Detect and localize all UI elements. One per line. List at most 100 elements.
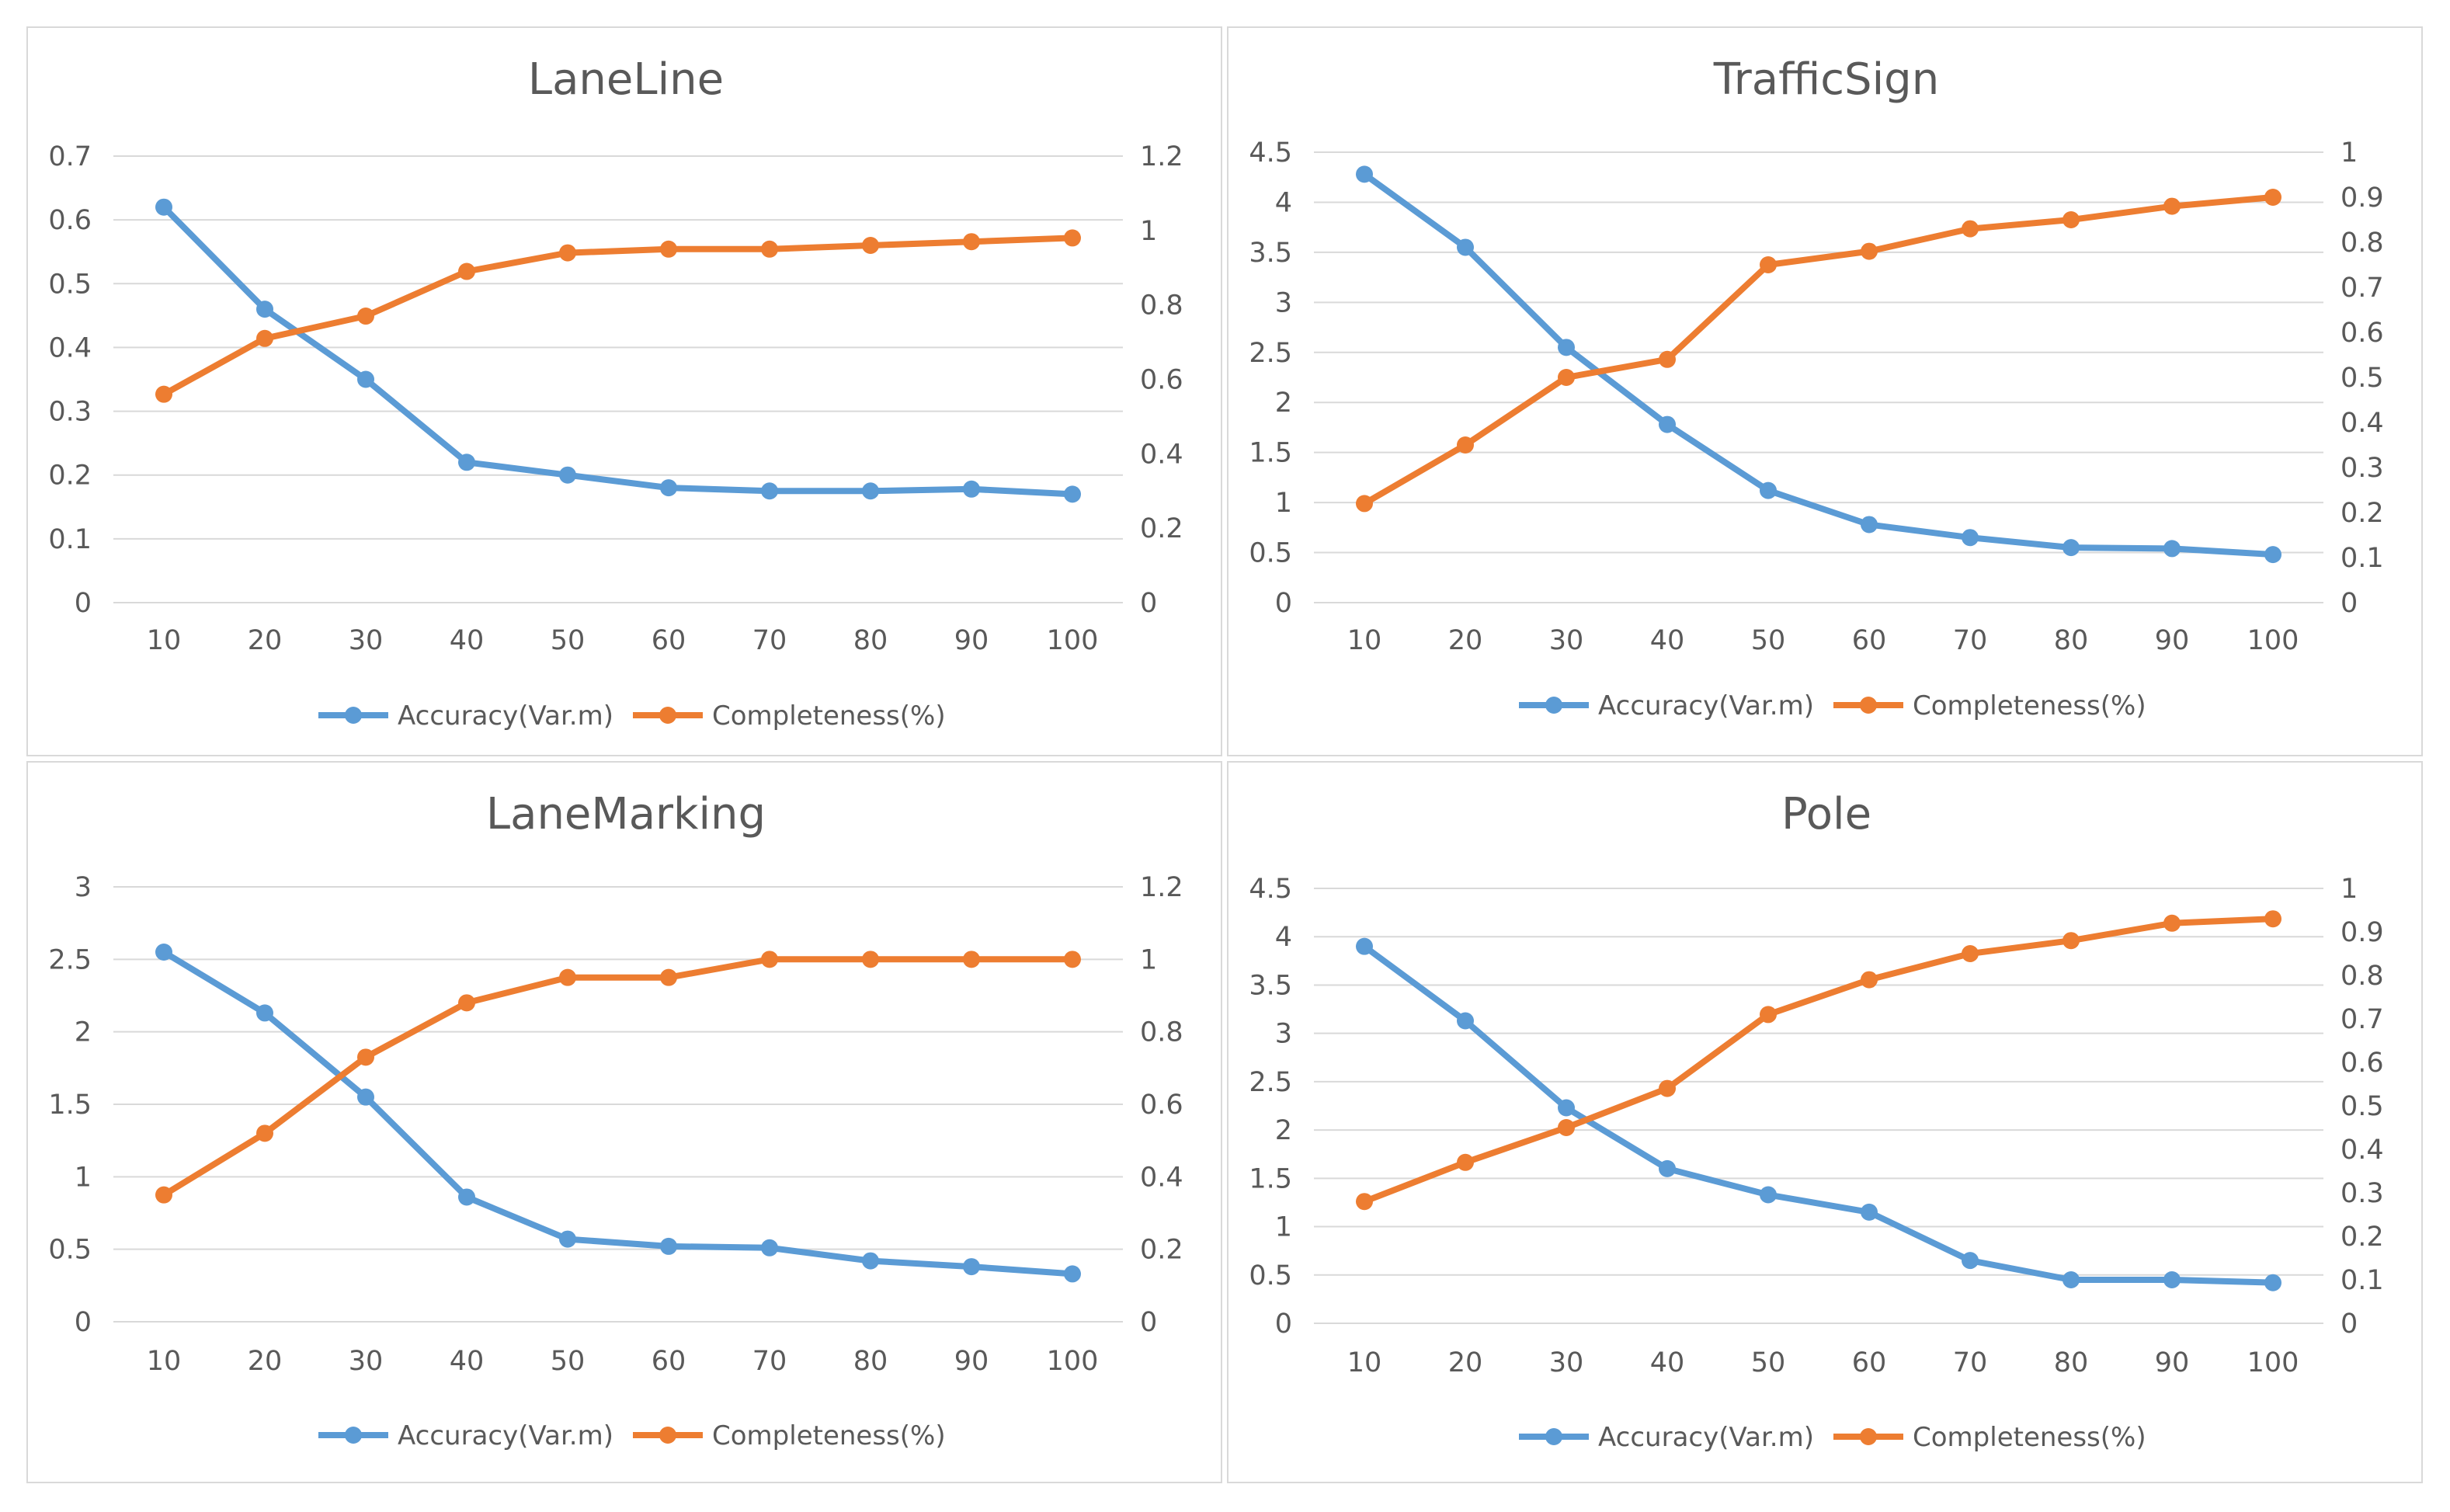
- data-point-completeness: [1962, 945, 1979, 962]
- y-right-tick-label: 0.7: [2341, 273, 2384, 304]
- data-point-completeness: [1659, 350, 1676, 368]
- y-left-tick-label: 1: [1275, 1212, 1292, 1243]
- x-tick-label: 90: [954, 625, 989, 656]
- legend-label: Completeness(%): [712, 1420, 946, 1451]
- y-right-tick-label: 0.2: [1140, 513, 1183, 544]
- x-tick-label: 50: [551, 1346, 586, 1377]
- data-point-completeness: [458, 262, 475, 280]
- x-tick-label: 90: [2155, 625, 2190, 656]
- x-tick-label: 10: [147, 1346, 182, 1377]
- y-right-tick-label: 0.8: [1140, 290, 1183, 322]
- y-right-tick-label: 0.6: [2341, 318, 2384, 349]
- series-line-completeness: [161, 956, 1076, 1198]
- y-left-tick-label: 0.6: [48, 205, 92, 236]
- x-tick-label: 90: [954, 1346, 989, 1377]
- data-point-accuracy-var-m: [1356, 937, 1373, 955]
- data-point-accuracy-var-m: [660, 1237, 677, 1255]
- data-point-completeness: [1760, 256, 1777, 273]
- series-line-completeness: [1361, 916, 2276, 1205]
- x-tick-label: 80: [2054, 1347, 2089, 1378]
- x-tick-label: 30: [1549, 625, 1584, 656]
- legend-label: Accuracy(Var.m): [1598, 690, 1814, 721]
- data-point-accuracy-var-m: [2063, 1271, 2080, 1288]
- x-tick-label: 60: [652, 625, 686, 656]
- data-point-completeness: [357, 308, 374, 325]
- data-point-completeness: [1558, 1119, 1575, 1136]
- data-point-completeness: [1962, 220, 1979, 238]
- y-right-tick-label: 1: [1140, 944, 1157, 975]
- x-tick-label: 20: [248, 625, 283, 656]
- data-point-completeness: [963, 233, 980, 251]
- data-point-completeness: [357, 1048, 374, 1066]
- x-tick-label: 40: [450, 1346, 485, 1377]
- data-point-accuracy-var-m: [862, 1252, 879, 1270]
- y-left-tick-label: 3: [75, 872, 92, 903]
- data-point-completeness: [660, 240, 677, 258]
- data-point-accuracy-var-m: [357, 1088, 374, 1106]
- data-point-completeness: [559, 244, 576, 262]
- legend-swatch-marker: [1860, 697, 1877, 714]
- y-left-tick-label: 2.5: [48, 944, 92, 975]
- y-right-tick-label: 0.1: [2341, 1265, 2384, 1296]
- data-point-completeness: [1659, 1079, 1676, 1097]
- data-point-accuracy-var-m: [559, 1230, 576, 1248]
- legend-swatch-marker: [1860, 1428, 1877, 1445]
- data-point-accuracy-var-m: [357, 370, 374, 388]
- y-left-tick-label: 4.5: [1249, 874, 1292, 905]
- x-tick-label: 90: [2155, 1347, 2190, 1378]
- y-right-tick-label: 0: [2341, 588, 2358, 619]
- x-tick-label: 20: [1448, 625, 1483, 656]
- y-right-tick-label: 0.8: [2341, 961, 2384, 992]
- legend-swatch-marker: [345, 1427, 362, 1444]
- data-point-accuracy-var-m: [862, 482, 879, 500]
- y-right-tick-label: 0.2: [2341, 1222, 2384, 1253]
- y-left-tick-label: 3: [1275, 287, 1292, 318]
- data-point-completeness: [963, 951, 980, 968]
- data-point-completeness: [458, 994, 475, 1012]
- data-point-completeness: [1356, 495, 1373, 513]
- chart-title: LaneMarking: [486, 789, 766, 839]
- y-left-tick-label: 0.5: [48, 269, 92, 300]
- data-point-completeness: [1356, 1193, 1373, 1211]
- y-right-tick-label: 0.6: [2341, 1048, 2384, 1079]
- y-right-tick-label: 1: [1140, 216, 1157, 247]
- y-left-tick-label: 2: [75, 1017, 92, 1048]
- x-tick-label: 50: [551, 625, 586, 656]
- y-right-tick-label: 0.3: [2341, 453, 2384, 484]
- y-left-tick-label: 0: [1275, 588, 1292, 619]
- y-right-tick-label: 1: [2341, 137, 2358, 169]
- y-right-tick-label: 1.2: [1140, 872, 1183, 903]
- y-left-tick-label: 2.5: [1249, 1067, 1292, 1098]
- legend-label: Accuracy(Var.m): [398, 1420, 613, 1451]
- y-right-tick-label: 0: [1140, 1307, 1157, 1338]
- data-point-completeness: [2063, 932, 2080, 950]
- x-tick-label: 20: [1448, 1347, 1483, 1378]
- data-point-accuracy-var-m: [256, 301, 273, 318]
- data-point-accuracy-var-m: [1760, 1186, 1777, 1204]
- x-tick-label: 100: [2247, 625, 2299, 656]
- y-left-tick-label: 2: [1275, 388, 1292, 419]
- y-left-tick-label: 0.2: [48, 461, 92, 492]
- data-point-accuracy-var-m: [2264, 1274, 2281, 1291]
- x-tick-label: 50: [1751, 1347, 1786, 1378]
- data-point-accuracy-var-m: [963, 1258, 980, 1276]
- data-point-completeness: [559, 968, 576, 986]
- x-tick-label: 40: [1650, 625, 1685, 656]
- legend-swatch-marker: [659, 1427, 676, 1444]
- y-right-tick-label: 0: [2341, 1309, 2358, 1340]
- legend-label: Accuracy(Var.m): [1598, 1422, 1814, 1453]
- data-point-completeness: [256, 329, 273, 347]
- y-right-tick-label: 0.2: [2341, 498, 2384, 529]
- y-left-tick-label: 0.3: [48, 397, 92, 428]
- data-point-completeness: [862, 951, 879, 968]
- data-point-accuracy-var-m: [1558, 1099, 1575, 1117]
- legend-swatch-marker: [1545, 1428, 1562, 1445]
- y-right-tick-label: 0.4: [2341, 1135, 2384, 1166]
- data-point-accuracy-var-m: [155, 198, 172, 216]
- data-point-completeness: [1064, 951, 1081, 968]
- y-left-tick-label: 0: [75, 1307, 92, 1338]
- data-point-completeness: [256, 1124, 273, 1142]
- legend-label: Completeness(%): [712, 700, 946, 732]
- x-tick-label: 80: [2054, 625, 2089, 656]
- y-left-tick-label: 1.5: [1249, 1163, 1292, 1194]
